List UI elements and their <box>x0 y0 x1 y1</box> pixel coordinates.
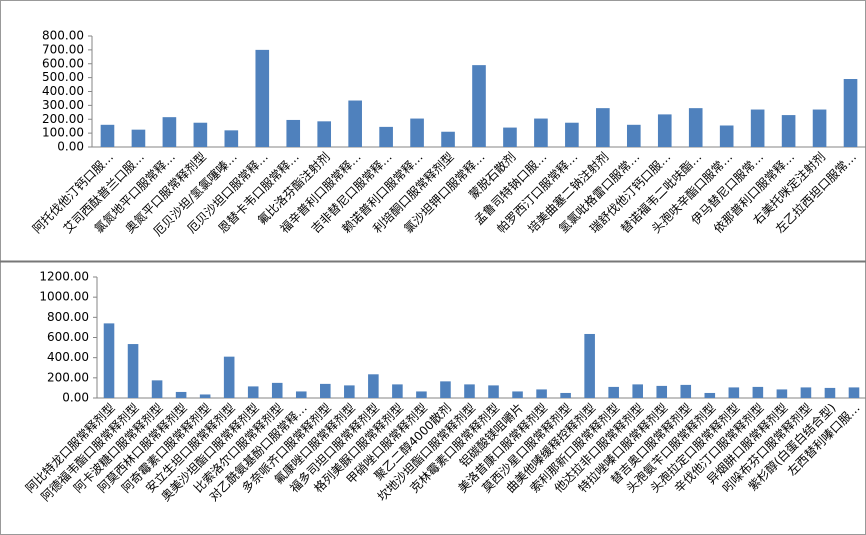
y-tick-label: 600.00 <box>42 56 84 70</box>
bar <box>680 384 692 398</box>
y-tick-label: 600.00 <box>47 330 89 344</box>
bar <box>719 125 734 147</box>
y-tick-label: 500.00 <box>42 70 84 84</box>
bar <box>534 118 548 147</box>
bar <box>657 114 672 147</box>
bar <box>416 391 427 398</box>
bar <box>199 394 211 398</box>
y-tick-label: 0.00 <box>62 391 89 405</box>
bar <box>608 386 619 398</box>
bar <box>560 392 571 398</box>
bar <box>175 391 187 398</box>
y-tick-label: 0.00 <box>57 140 84 154</box>
bar <box>271 382 283 398</box>
bar <box>824 387 836 398</box>
bar <box>131 129 146 147</box>
bar <box>103 323 115 398</box>
bar <box>584 333 595 398</box>
bar <box>626 124 641 147</box>
bar <box>704 392 716 398</box>
bar <box>162 117 177 147</box>
bar <box>512 391 523 398</box>
y-tick-label: 800.00 <box>47 310 89 324</box>
bar <box>656 385 668 398</box>
bar <box>488 385 499 398</box>
bar <box>596 108 610 147</box>
y-tick-label: 400.00 <box>42 84 84 98</box>
bar <box>392 384 403 398</box>
y-tick-label: 300.00 <box>42 98 84 112</box>
bar <box>286 119 301 147</box>
bar <box>464 384 475 398</box>
bar <box>348 100 362 147</box>
y-tick-label: 1000.00 <box>39 290 89 304</box>
bar <box>193 122 208 147</box>
y-tick-label: 200.00 <box>42 112 84 126</box>
bar <box>320 383 331 398</box>
bar <box>223 356 235 398</box>
bar <box>255 49 270 147</box>
bar <box>752 386 764 398</box>
y-tick-label: 400.00 <box>47 350 89 364</box>
bar <box>247 386 259 398</box>
bar <box>632 384 643 398</box>
y-tick-label: 200.00 <box>47 370 89 384</box>
bar <box>344 385 355 398</box>
bar <box>812 109 827 147</box>
bar <box>843 79 858 147</box>
bar <box>472 65 486 147</box>
bar <box>441 131 455 147</box>
bar <box>368 374 379 398</box>
bar <box>848 387 860 398</box>
y-tick-label: 100.00 <box>42 126 84 140</box>
bar <box>728 387 740 398</box>
bar <box>776 389 788 398</box>
bar <box>800 387 812 398</box>
y-tick-label: 700.00 <box>42 42 84 56</box>
bar <box>503 127 517 147</box>
bar <box>440 381 451 398</box>
bar <box>127 344 139 398</box>
bar <box>410 118 424 147</box>
bar <box>688 108 703 147</box>
bar <box>151 380 163 398</box>
bar <box>536 389 547 398</box>
bar <box>379 126 393 147</box>
bar <box>100 124 115 147</box>
bar <box>781 115 796 147</box>
y-tick-label: 1200.00 <box>39 270 89 284</box>
bar <box>565 122 579 147</box>
y-tick-label: 800.00 <box>42 29 84 43</box>
bar <box>224 130 239 147</box>
bar <box>295 391 307 398</box>
bar <box>317 121 332 147</box>
bar <box>750 109 765 147</box>
